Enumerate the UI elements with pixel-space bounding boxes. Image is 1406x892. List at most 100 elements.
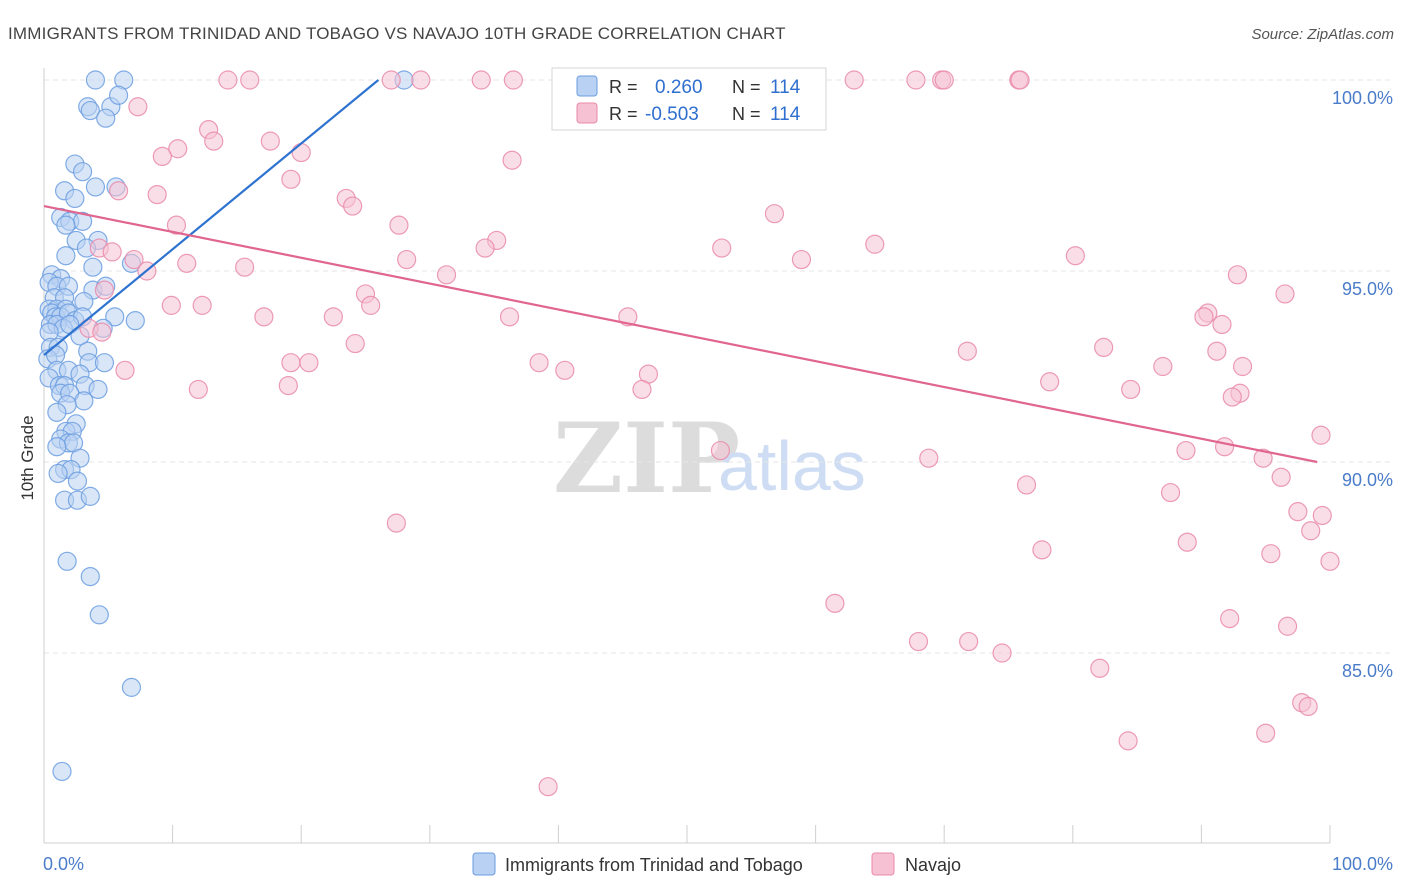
point-navajo bbox=[1232, 356, 1253, 377]
point-navajo bbox=[147, 185, 167, 205]
point-navajo bbox=[1256, 723, 1276, 743]
point-navajo bbox=[1275, 284, 1295, 304]
point-navajo bbox=[1121, 379, 1141, 400]
point-navajo bbox=[791, 249, 812, 270]
point-navajo bbox=[1207, 341, 1227, 361]
point-navajo bbox=[1176, 440, 1196, 461]
y-tick-label: 85.0% bbox=[1342, 661, 1393, 681]
point-trinidad bbox=[47, 437, 67, 457]
point-navajo bbox=[502, 150, 522, 170]
point-navajo bbox=[1090, 658, 1110, 678]
point-navajo bbox=[124, 249, 144, 270]
point-navajo bbox=[1301, 521, 1321, 541]
point-navajo bbox=[475, 238, 495, 258]
point-navajo bbox=[844, 70, 864, 90]
point-trinidad bbox=[47, 402, 67, 422]
point-trinidad bbox=[85, 70, 106, 90]
point-trinidad bbox=[48, 463, 68, 484]
watermark-atlas: atlas bbox=[718, 427, 866, 505]
point-navajo bbox=[115, 360, 135, 380]
point-navajo bbox=[1065, 246, 1085, 266]
point-navajo bbox=[204, 131, 224, 151]
point-trinidad bbox=[74, 391, 94, 411]
watermark: ZIP atlas bbox=[553, 402, 866, 515]
point-trinidad bbox=[57, 551, 77, 571]
point-navajo bbox=[386, 513, 406, 533]
y-tick-label: 90.0% bbox=[1342, 470, 1393, 490]
point-trinidad bbox=[89, 605, 109, 625]
x-tick-label-left: 0.0% bbox=[43, 854, 84, 874]
chart-title: IMMIGRANTS FROM TRINIDAD AND TOBAGO VS N… bbox=[8, 24, 786, 43]
point-navajo bbox=[503, 70, 523, 90]
point-navajo bbox=[1016, 475, 1037, 495]
stats-legend: R = 0.260 N = 114 R = -0.503 N = 114 bbox=[551, 67, 827, 131]
legend-swatch-navajo bbox=[871, 852, 895, 876]
point-navajo bbox=[632, 379, 652, 400]
point-navajo bbox=[957, 341, 977, 361]
y-axis-label: 10th Grade bbox=[18, 415, 37, 500]
point-navajo bbox=[992, 643, 1012, 663]
point-navajo bbox=[291, 142, 311, 163]
y-tick-labels: 100.0% 95.0% 90.0% 85.0% bbox=[1332, 88, 1393, 681]
point-trinidad bbox=[72, 162, 93, 182]
point-navajo bbox=[343, 196, 363, 216]
point-navajo bbox=[411, 70, 431, 90]
point-trinidad bbox=[96, 108, 116, 128]
point-navajo bbox=[397, 249, 417, 270]
x-tick-label-right: 100.0% bbox=[1332, 854, 1393, 874]
point-trinidad bbox=[56, 215, 76, 235]
point-navajo bbox=[1214, 437, 1235, 457]
point-navajo bbox=[618, 307, 638, 327]
point-trinidad bbox=[105, 307, 125, 327]
trend-lines bbox=[43, 79, 1318, 464]
point-navajo bbox=[218, 70, 238, 90]
point-navajo bbox=[152, 146, 172, 166]
stats-legend-box bbox=[551, 67, 827, 131]
point-navajo bbox=[825, 593, 845, 613]
point-navajo bbox=[1288, 502, 1308, 522]
point-navajo bbox=[323, 307, 343, 327]
point-trinidad bbox=[125, 311, 145, 331]
point-navajo bbox=[555, 360, 575, 380]
point-navajo bbox=[192, 295, 212, 315]
point-navajo bbox=[240, 70, 260, 90]
stats-n-value-2: 114 bbox=[770, 104, 801, 125]
point-navajo bbox=[161, 295, 181, 315]
legend-label-navajo: Navajo bbox=[905, 855, 961, 875]
point-navajo bbox=[865, 234, 885, 254]
stats-n-label-2: N = bbox=[732, 104, 761, 124]
point-navajo bbox=[1320, 551, 1340, 571]
y-tick-label: 100.0% bbox=[1332, 88, 1393, 108]
point-navajo bbox=[299, 353, 319, 373]
legend-swatch-trinidad bbox=[472, 852, 496, 876]
point-navajo bbox=[94, 280, 115, 300]
stats-n-label-1: N = bbox=[732, 77, 761, 97]
point-navajo bbox=[1118, 731, 1138, 751]
point-navajo bbox=[278, 376, 298, 396]
point-trinidad bbox=[121, 677, 142, 697]
point-navajo bbox=[1222, 387, 1242, 407]
point-navajo bbox=[389, 215, 409, 235]
y-tick-label: 95.0% bbox=[1342, 279, 1393, 299]
point-navajo bbox=[959, 631, 979, 652]
point-navajo bbox=[529, 353, 549, 373]
point-navajo bbox=[345, 333, 365, 354]
point-navajo bbox=[1153, 356, 1173, 377]
series-legend: Immigrants from Trinidad and Tobago Nava… bbox=[472, 852, 961, 876]
point-navajo bbox=[538, 777, 558, 797]
grid-lines bbox=[44, 79, 1390, 654]
point-navajo bbox=[1160, 482, 1181, 503]
watermark-zip: ZIP bbox=[553, 402, 740, 515]
point-trinidad bbox=[94, 353, 115, 373]
chart-source: Source: ZipAtlas.com bbox=[1251, 26, 1394, 43]
stats-n-value-1: 114 bbox=[770, 77, 801, 98]
point-navajo bbox=[166, 215, 187, 235]
point-navajo bbox=[1277, 616, 1298, 636]
stats-legend-swatch-pink bbox=[576, 102, 598, 124]
point-navajo bbox=[1261, 544, 1281, 564]
point-navajo bbox=[254, 307, 274, 327]
point-navajo bbox=[1040, 372, 1060, 392]
data-points bbox=[38, 70, 1340, 797]
point-navajo bbox=[108, 181, 129, 201]
